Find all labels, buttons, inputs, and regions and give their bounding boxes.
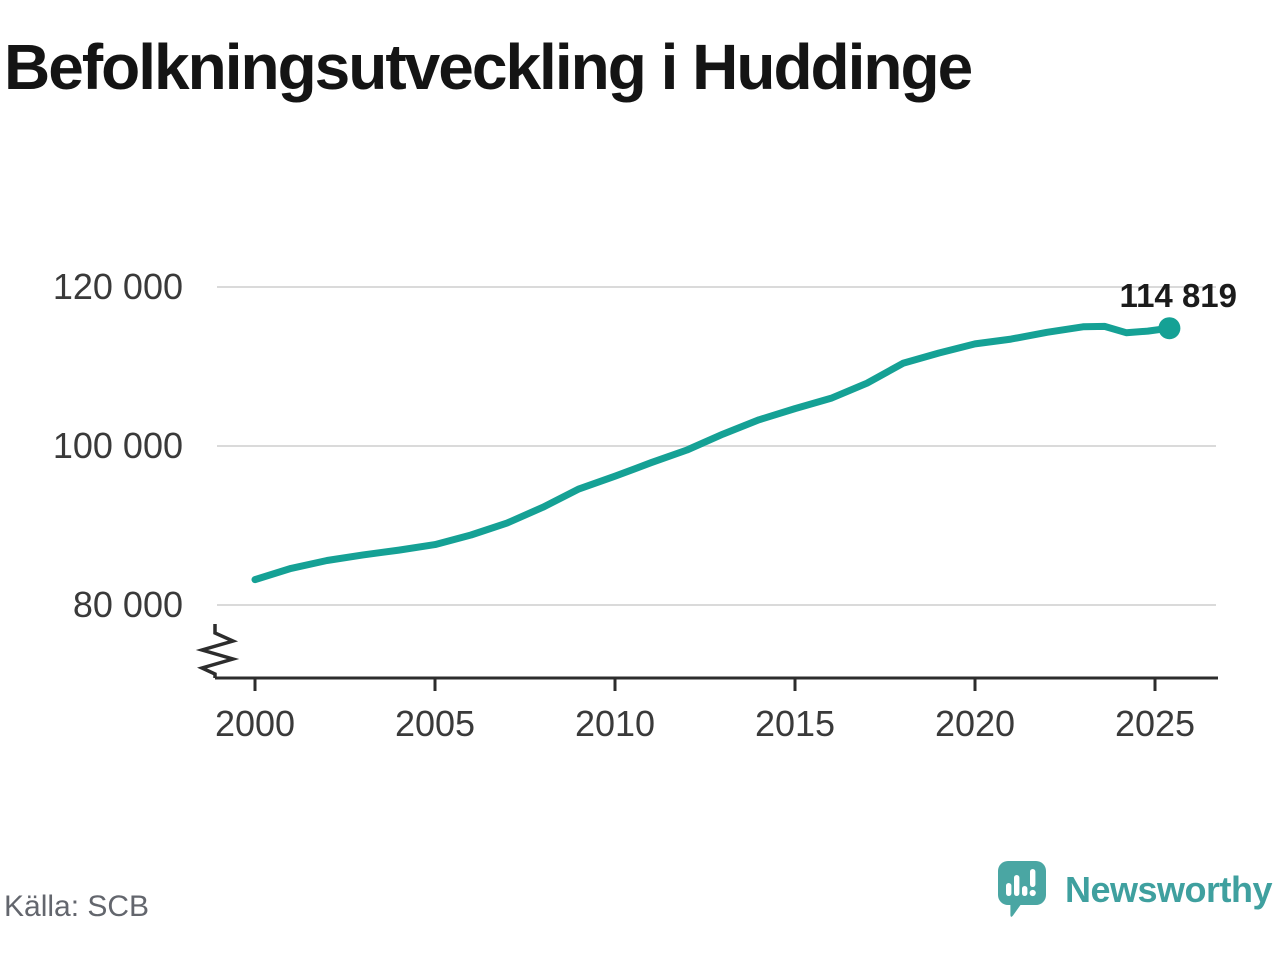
x-tick-label: 2025 bbox=[1115, 703, 1195, 744]
x-tick-label: 2020 bbox=[935, 703, 1015, 744]
axis-break-icon bbox=[195, 624, 240, 678]
end-value-label: 114 819 bbox=[1119, 277, 1237, 314]
x-tick-label: 2000 bbox=[215, 703, 295, 744]
newsworthy-logo: Newsworthy bbox=[997, 860, 1273, 920]
x-tick-label: 2015 bbox=[755, 703, 835, 744]
y-tick-label: 80 000 bbox=[73, 584, 183, 625]
newsworthy-logo-text: Newsworthy bbox=[1064, 869, 1273, 910]
x-tick-label: 2010 bbox=[575, 703, 655, 744]
population-line bbox=[251, 322, 1173, 584]
end-point-dot bbox=[1158, 317, 1181, 340]
x-tick-label: 2005 bbox=[395, 703, 475, 744]
speech-bubble-bar-chart-icon bbox=[997, 861, 1046, 917]
source-label: Källa: SCB bbox=[4, 890, 150, 923]
y-tick-label: 100 000 bbox=[53, 425, 183, 466]
y-tick-label: 120 000 bbox=[53, 266, 183, 307]
chart-title: Befolkningsutveckling i Huddinge bbox=[4, 31, 973, 103]
